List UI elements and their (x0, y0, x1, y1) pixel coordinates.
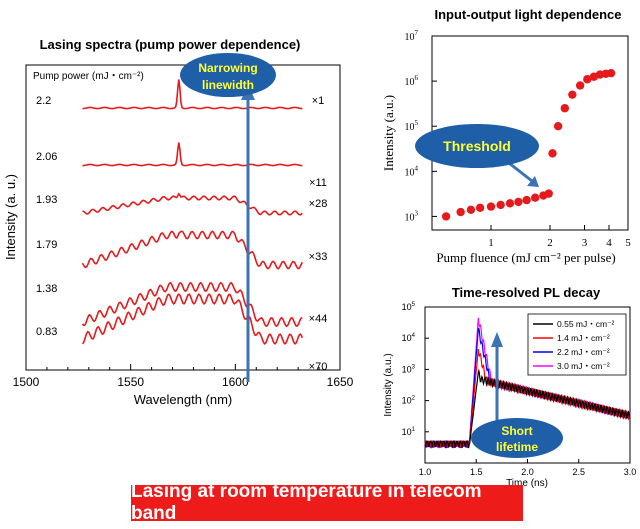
pl-axes: 1.0 1.5 2.0 2.5 3.0 101 102 103 104 105 (402, 302, 637, 477)
scale-factor-label: ×44 (309, 313, 328, 325)
scale-factor-label: ×1 (312, 95, 325, 107)
pl-y-tick-label: 104 (402, 333, 416, 343)
pl-y-tick-label: 102 (402, 396, 416, 406)
threshold-arrow-head (527, 176, 539, 187)
pl-legend-label: 1.4 mJ・cm⁻² (557, 333, 610, 343)
io-data-point (530, 193, 540, 202)
io-y-tick-label: 105 (405, 119, 419, 133)
spectra-xtick-1550: 1550 (117, 375, 144, 389)
spectra-curves (81, 79, 304, 345)
spectrum-curve (82, 192, 303, 216)
pump-power-label: 1.79 (36, 239, 57, 251)
pl-x-tick-label: 3.0 (624, 467, 637, 477)
pl-decay-curve (424, 368, 631, 449)
pl-y-axis-label: Intensity (a.u.) (383, 353, 394, 416)
spectra-pump-labels: 2.2 2.06 1.93 1.79 1.38 0.83 (36, 95, 57, 338)
pump-power-label: 1.93 (36, 194, 57, 206)
pump-power-label: 0.83 (36, 326, 57, 338)
io-y-tick-label: 107 (405, 29, 419, 43)
pl-x-tick-label: 2.0 (521, 467, 534, 477)
spectrum-curve (81, 293, 304, 345)
spectra-title: Lasing spectra (pump power dependence) (40, 37, 301, 52)
lifetime-callout-bubble (471, 418, 563, 458)
spectra-plot-frame (25, 64, 341, 371)
scale-factor-label: ×33 (309, 251, 328, 263)
io-data-point (553, 122, 563, 131)
io-x-tick-label: 1 (488, 237, 494, 249)
spectra-y-axis-label: Intensity (a. u.) (3, 174, 18, 260)
io-data-point (575, 81, 585, 90)
conclusion-banner: Lasing at room temperature in telecom ba… (131, 481, 523, 524)
pl-x-tick-label: 1.0 (419, 467, 432, 477)
io-data-point (560, 104, 570, 113)
spectra-pump-header: Pump power (mJ・cm⁻²) (33, 71, 144, 82)
spectra-xtick-1600: 1600 (222, 375, 249, 389)
pl-legend-items: 0.55 mJ・cm⁻² 1.4 mJ・cm⁻² 2.2 mJ・cm⁻² 3.0 mJ… (533, 319, 615, 371)
io-data-point (548, 149, 557, 158)
io-y-axis-label: Intensity (a.u.) (381, 95, 396, 171)
spectrum-curve (81, 230, 304, 270)
io-data-point (544, 189, 553, 198)
io-title: Input-output light dependence (434, 7, 621, 22)
pump-power-label: 1.38 (36, 283, 57, 295)
banner-text: Lasing at room temperature in telecom ba… (131, 481, 482, 524)
io-data-point (456, 207, 465, 217)
io-data-point (514, 197, 523, 207)
lifetime-callout-line1: Short (501, 424, 532, 438)
pl-legend-label: 0.55 mJ・cm⁻² (557, 319, 615, 329)
io-x-tick-label: 2 (547, 237, 553, 249)
io-data-point (606, 68, 616, 78)
spectra-x-ticks (25, 364, 341, 370)
io-data-point (466, 205, 476, 215)
spectra-x-axis-label: Wavelength (nm) (134, 392, 233, 407)
lifetime-arrow-head (491, 332, 503, 347)
io-x-tick-label: 4 (606, 237, 612, 249)
lifetime-callout-line2: lifetime (496, 440, 538, 454)
narrowing-callout-line2: linewidth (202, 78, 254, 92)
pl-legend-label: 2.2 mJ・cm⁻² (557, 347, 610, 357)
io-data-point (568, 90, 577, 99)
scale-factor-label: ×11 (309, 177, 327, 189)
io-data-point (475, 203, 485, 213)
pl-x-tick-label: 2.5 (572, 467, 585, 477)
scale-factor-label: ×70 (309, 361, 328, 373)
spectrum-curve (81, 281, 303, 328)
spectrum-curve (82, 79, 303, 110)
io-y-tick-label: 103 (405, 209, 419, 223)
io-points (441, 68, 616, 221)
pl-y-tick-label: 105 (402, 302, 416, 312)
threshold-callout-text: Threshold (443, 138, 511, 154)
io-data-point (583, 75, 592, 84)
pump-power-label: 2.06 (36, 151, 57, 163)
pump-power-label: 2.2 (36, 95, 51, 107)
pl-y-tick-label: 101 (402, 427, 416, 437)
io-x-tick-label: 5 (625, 237, 631, 249)
pl-legend-label: 3.0 mJ・cm⁻² (557, 361, 610, 371)
io-x-axis-label: Pump fluence (mJ cm⁻² per pulse) (436, 250, 615, 265)
scale-factor-label: ×28 (309, 198, 328, 210)
pl-x-tick-label: 1.5 (470, 467, 483, 477)
io-y-tick-label: 106 (405, 74, 419, 88)
threshold-callout-bubble (415, 124, 539, 168)
io-axes: 1 2 3 4 5 103 104 105 106 107 (405, 29, 632, 249)
io-data-point (486, 202, 496, 211)
spectra-xtick-1650: 1650 (327, 375, 354, 389)
io-data-point (441, 212, 451, 221)
pl-y-tick-label: 103 (402, 364, 416, 374)
io-data-point (505, 199, 515, 208)
narrowing-callout-line1: Narrowing (198, 61, 257, 75)
io-data-point (522, 195, 531, 205)
pl-x-axis-label: Time (ns) (506, 478, 548, 489)
io-data-point (496, 200, 505, 210)
narrowing-callout-bubble (180, 53, 276, 97)
spectra-scale-labels: ×1 ×11 ×28 ×33 ×44 ×70 (309, 95, 328, 373)
pl-curves (424, 317, 631, 450)
spectrum-curve (82, 142, 303, 167)
spectra-xtick-1500: 1500 (13, 375, 40, 389)
io-y-tick-label: 104 (405, 164, 419, 178)
io-x-tick-label: 3 (582, 237, 588, 249)
pl-title: Time-resolved PL decay (452, 285, 601, 300)
